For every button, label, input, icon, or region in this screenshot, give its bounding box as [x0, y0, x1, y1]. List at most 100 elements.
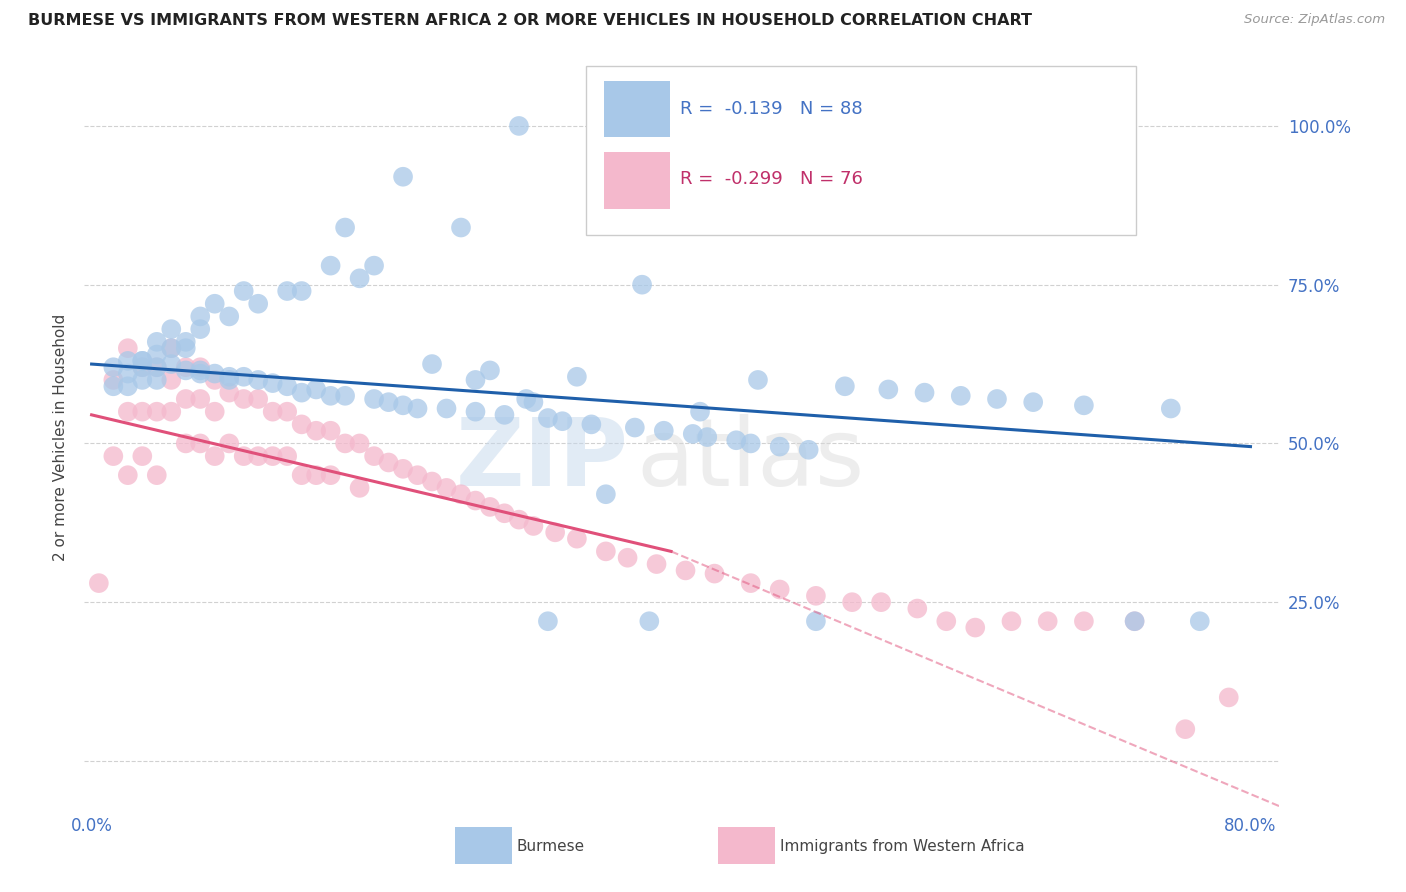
Text: atlas: atlas	[637, 414, 865, 506]
Point	[247, 392, 270, 406]
Point	[986, 392, 1008, 406]
Point	[363, 259, 385, 273]
Point	[349, 271, 371, 285]
Point	[377, 455, 399, 469]
Point	[204, 405, 226, 419]
Point	[406, 468, 429, 483]
Point	[1218, 690, 1240, 705]
Point	[689, 405, 711, 419]
Point	[769, 582, 792, 597]
Point	[117, 367, 139, 381]
Point	[464, 405, 486, 419]
Point	[595, 544, 617, 558]
Point	[645, 557, 668, 571]
Point	[319, 259, 342, 273]
Text: R =  -0.139   N = 88: R = -0.139 N = 88	[679, 100, 862, 118]
Point	[174, 436, 197, 450]
Text: BURMESE VS IMMIGRANTS FROM WESTERN AFRICA 2 OR MORE VEHICLES IN HOUSEHOLD CORREL: BURMESE VS IMMIGRANTS FROM WESTERN AFRIC…	[28, 13, 1032, 29]
Point	[905, 601, 928, 615]
Point	[131, 360, 153, 375]
Point	[1036, 614, 1059, 628]
Point	[682, 426, 704, 441]
Point	[464, 493, 486, 508]
Point	[188, 363, 211, 377]
Point	[188, 310, 211, 324]
Point	[160, 341, 183, 355]
Point	[188, 360, 211, 375]
FancyBboxPatch shape	[605, 153, 671, 209]
Point	[218, 369, 240, 384]
Point	[247, 449, 270, 463]
FancyBboxPatch shape	[718, 827, 775, 864]
Point	[652, 424, 675, 438]
Point	[703, 566, 725, 581]
Point	[450, 487, 472, 501]
Point	[319, 424, 342, 438]
Point	[333, 389, 356, 403]
Point	[392, 398, 415, 412]
Point	[420, 357, 443, 371]
Point	[146, 405, 169, 419]
Point	[218, 385, 240, 400]
Point	[103, 379, 125, 393]
Point	[392, 169, 415, 184]
Point	[204, 373, 226, 387]
Point	[232, 392, 254, 406]
Point	[291, 417, 314, 432]
Point	[565, 532, 588, 546]
Point	[616, 550, 638, 565]
Point	[188, 436, 211, 450]
Point	[877, 383, 900, 397]
Point	[537, 614, 560, 628]
Point	[638, 614, 661, 628]
Point	[117, 379, 139, 393]
Point	[131, 405, 153, 419]
Point	[103, 449, 125, 463]
Point	[146, 347, 169, 361]
Point	[508, 513, 530, 527]
Point	[436, 401, 458, 416]
Point	[565, 369, 588, 384]
Point	[174, 392, 197, 406]
Point	[478, 363, 501, 377]
Point	[305, 468, 328, 483]
Point	[333, 220, 356, 235]
Point	[103, 373, 125, 387]
Point	[204, 367, 226, 381]
Point	[624, 420, 647, 434]
Point	[551, 414, 574, 428]
Point	[1022, 395, 1045, 409]
Point	[725, 434, 748, 448]
Point	[131, 354, 153, 368]
Point	[949, 389, 972, 403]
Point	[797, 442, 820, 457]
Point	[696, 430, 718, 444]
Point	[1073, 398, 1095, 412]
Point	[160, 357, 183, 371]
Point	[305, 424, 328, 438]
Point	[464, 373, 486, 387]
Point	[1160, 401, 1182, 416]
Point	[349, 436, 371, 450]
Point	[262, 405, 284, 419]
Point	[188, 322, 211, 336]
Point	[870, 595, 893, 609]
Point	[218, 310, 240, 324]
Point	[494, 506, 516, 520]
Point	[247, 373, 270, 387]
Point	[146, 373, 169, 387]
Point	[841, 595, 863, 609]
Point	[204, 449, 226, 463]
Point	[204, 297, 226, 311]
FancyBboxPatch shape	[605, 81, 671, 137]
Point	[291, 385, 314, 400]
Point	[232, 369, 254, 384]
Point	[146, 360, 169, 375]
Point	[305, 383, 328, 397]
Point	[262, 376, 284, 390]
Point	[420, 475, 443, 489]
Point	[117, 405, 139, 419]
Text: Immigrants from Western Africa: Immigrants from Western Africa	[780, 839, 1025, 855]
Point	[522, 395, 544, 409]
Point	[581, 417, 603, 432]
